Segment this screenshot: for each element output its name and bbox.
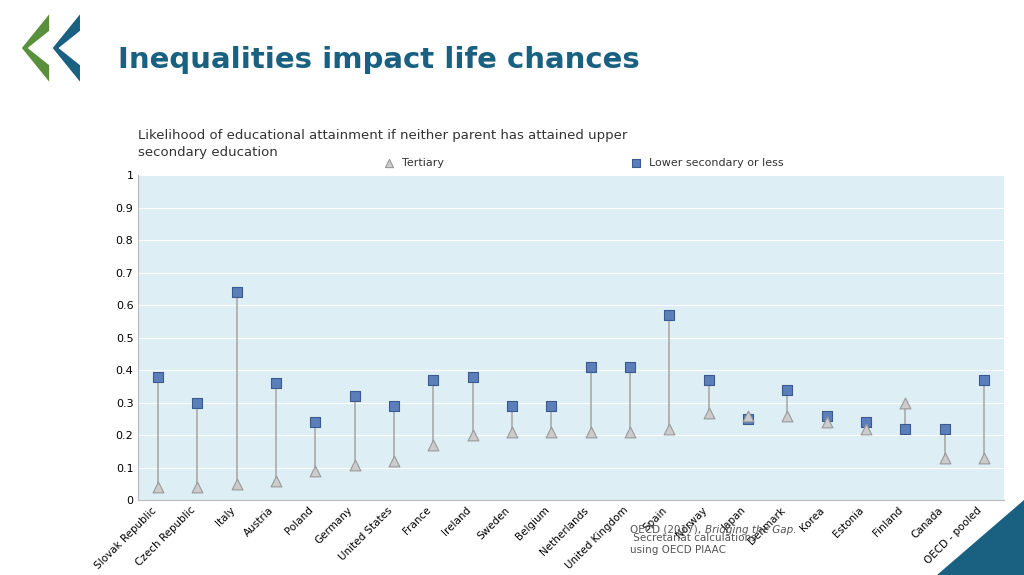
Point: [346, 392, 362, 401]
Point: [425, 440, 441, 450]
Point: [858, 424, 874, 434]
Point: [425, 375, 441, 385]
Point: [189, 398, 206, 407]
Point: [897, 398, 913, 407]
Polygon shape: [22, 14, 49, 82]
Point: [662, 424, 678, 434]
Point: [346, 460, 362, 469]
Point: [936, 454, 952, 463]
Point: [504, 427, 520, 436]
Point: [307, 417, 324, 427]
Point: [386, 401, 402, 411]
Point: [543, 401, 559, 411]
Point: [267, 379, 284, 388]
Point: [739, 411, 756, 420]
Point: [386, 457, 402, 466]
Point: [818, 411, 835, 420]
Point: [779, 411, 796, 420]
Polygon shape: [938, 500, 1024, 575]
Point: [700, 375, 717, 385]
Point: [976, 454, 992, 463]
Point: [504, 401, 520, 411]
Point: [936, 424, 952, 434]
Point: [307, 466, 324, 476]
Point: [897, 424, 913, 434]
Point: [739, 415, 756, 424]
Point: [150, 372, 166, 381]
Text: Bridging the Gap.: Bridging the Gap.: [705, 525, 796, 535]
Point: [189, 482, 206, 492]
Text: using OECD PIAAC: using OECD PIAAC: [630, 545, 726, 555]
Point: [976, 375, 992, 385]
Point: [267, 476, 284, 485]
Point: [662, 310, 678, 320]
Point: [228, 480, 245, 489]
Point: [700, 408, 717, 417]
Text: Likelihood of educational attainment if neither parent has attained upper
second: Likelihood of educational attainment if …: [138, 129, 628, 159]
Point: [818, 417, 835, 427]
Text: 4: 4: [992, 546, 1002, 561]
Point: [858, 417, 874, 427]
Text: Inequalities impact life chances: Inequalities impact life chances: [118, 47, 640, 74]
Polygon shape: [53, 14, 80, 82]
Text: OECD (2017),: OECD (2017),: [630, 525, 705, 535]
Point: [622, 427, 638, 436]
Point: [464, 431, 480, 440]
Point: [622, 362, 638, 371]
Text: Lower secondary or less: Lower secondary or less: [649, 158, 783, 168]
Point: [150, 482, 166, 492]
Text: Tertiary: Tertiary: [402, 158, 444, 168]
Text: Secretariat calculations: Secretariat calculations: [630, 534, 757, 543]
Point: [381, 159, 397, 168]
Point: [779, 385, 796, 394]
Point: [543, 427, 559, 436]
Point: [583, 427, 599, 436]
Point: [228, 288, 245, 297]
Point: [583, 362, 599, 371]
Point: [464, 372, 480, 381]
Point: [628, 159, 644, 168]
